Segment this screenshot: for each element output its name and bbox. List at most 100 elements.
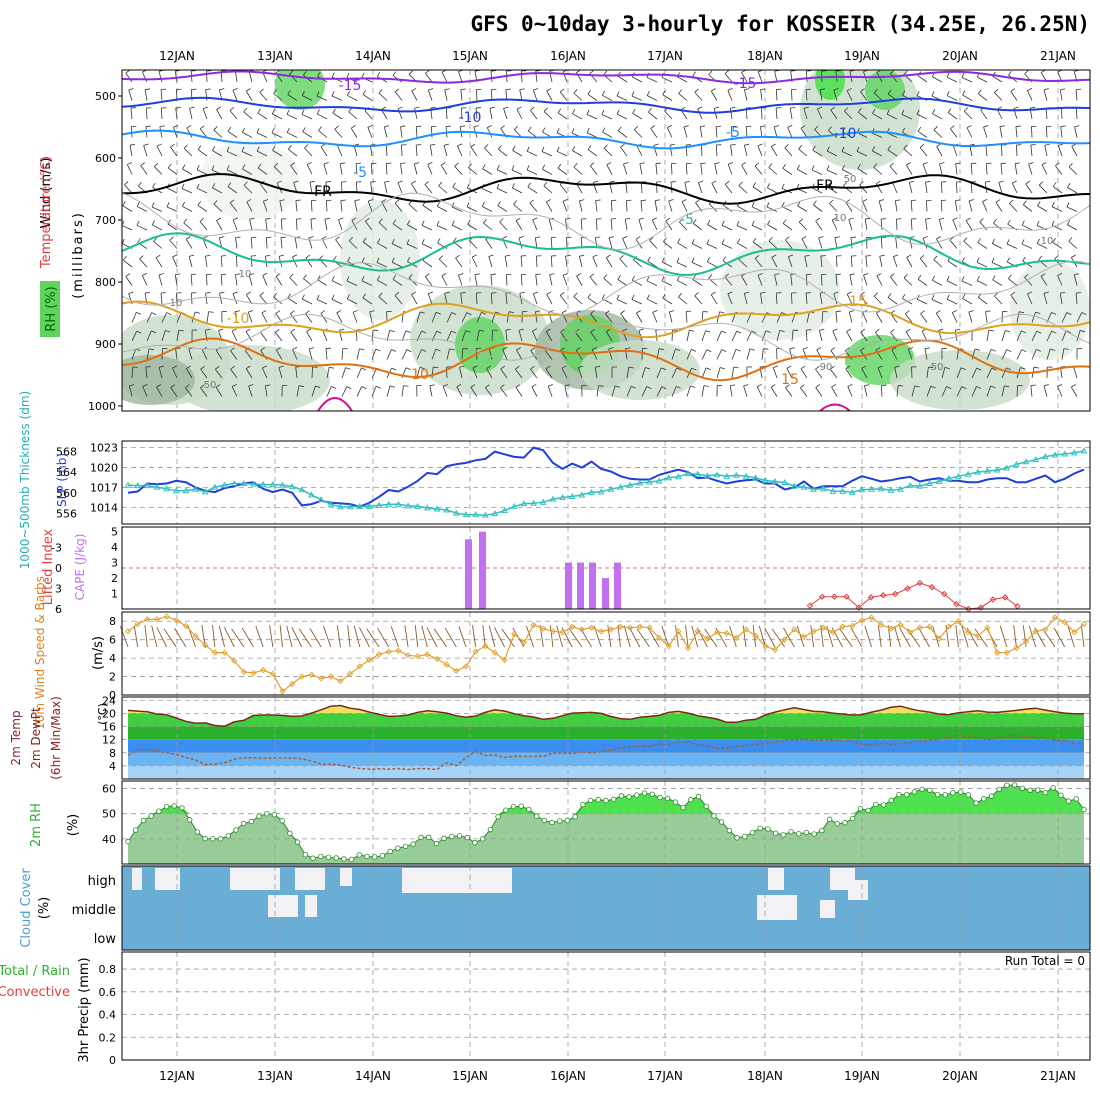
wind-barb <box>947 260 958 268</box>
wind-barb-flag <box>278 365 284 368</box>
wind-barb-flag <box>323 162 329 165</box>
wind-barb-flag <box>246 365 251 369</box>
wind-barb-flag <box>488 254 494 257</box>
wind-barb <box>139 258 148 268</box>
wind-barb <box>701 144 703 157</box>
wind-barb <box>754 258 763 268</box>
wind-speed-point <box>907 629 914 636</box>
wind-barb <box>459 367 463 379</box>
rh-shading <box>122 355 195 405</box>
panel-frame-rh <box>121 780 1091 865</box>
wind-barb <box>241 151 253 157</box>
date-label-top: 13JAN <box>257 49 293 63</box>
wind-barb <box>820 256 823 268</box>
wind-barb-flag <box>925 181 931 183</box>
thickness-point <box>201 488 209 495</box>
wind-barb-flag <box>575 347 581 351</box>
wind-barb-flag <box>908 347 914 350</box>
wind-barb <box>872 150 883 157</box>
thickness-point <box>1051 451 1059 458</box>
thickness-point <box>317 496 325 503</box>
wind-barb <box>422 260 433 268</box>
wind-barb-flag <box>460 88 466 90</box>
wind-barb <box>232 90 238 101</box>
rh-unit-label: (%) <box>66 814 81 837</box>
thickness-point <box>230 480 238 487</box>
wind-barb-flag <box>1051 202 1055 207</box>
wind-barb-flag <box>848 217 854 220</box>
wind-barb-flag <box>700 125 706 128</box>
wind-barb <box>774 71 778 83</box>
wind-barb-flag <box>947 108 952 113</box>
wind-barb-flag <box>905 310 910 315</box>
wind-barb-flag <box>376 275 381 281</box>
wind-barb-flag <box>156 143 162 147</box>
wind-barb-flag <box>530 106 535 111</box>
wind-barb-flag <box>668 199 674 202</box>
wind-barb-flag <box>241 127 246 133</box>
wind-barb-flag <box>324 217 330 220</box>
wind-speed-point <box>964 629 972 636</box>
wind-barb <box>474 274 478 286</box>
wind-barb <box>773 126 778 138</box>
wind-barb-flag <box>744 143 750 146</box>
contour-label: FR <box>816 178 834 194</box>
wind-barb <box>294 237 298 249</box>
wind-barb <box>326 386 332 397</box>
wind-barb <box>152 224 163 231</box>
thickness-point <box>761 476 769 483</box>
wind-barb <box>1000 163 1003 175</box>
wind-barb <box>235 71 238 83</box>
wind-barb-10m <box>918 627 930 648</box>
wind-barb <box>482 206 493 212</box>
wind-barb <box>543 185 553 194</box>
rh-point <box>587 797 594 804</box>
wind-barb <box>1031 311 1036 323</box>
wind-barb <box>1031 330 1038 342</box>
wind-barb <box>578 367 583 379</box>
wind-barb-10m <box>771 628 786 648</box>
wind-barb-flag <box>966 125 972 129</box>
wind-barb-10m <box>404 625 409 648</box>
wind-barb-flag <box>438 255 443 260</box>
dewpoint-line <box>127 734 1085 771</box>
wind-barb-flag <box>339 328 345 331</box>
wind-barb <box>153 241 163 249</box>
wind-speed-point <box>704 635 711 642</box>
wind-barb <box>1010 294 1018 305</box>
wind-barb <box>341 386 348 397</box>
rh-point <box>734 835 740 841</box>
cloud-clear <box>305 895 317 917</box>
wind-barb-flag <box>289 70 294 75</box>
wind-barb-flag <box>205 292 211 294</box>
wind-barb-flag <box>1028 162 1034 165</box>
rh-point <box>1058 792 1064 799</box>
wind-barb <box>828 130 838 138</box>
wind-barb-flag <box>273 292 278 298</box>
wind-barb-flag <box>367 125 373 128</box>
wind-barb-flag <box>406 349 412 353</box>
wind-barb-flag <box>790 106 796 109</box>
wind-barb-flag <box>331 294 335 300</box>
wind-barb <box>347 94 358 101</box>
wind-barb-flag <box>474 273 480 276</box>
wind-barb <box>622 238 628 249</box>
wind-barb <box>160 107 163 120</box>
wind-barb-flag <box>1060 291 1066 294</box>
wind-barb-flag <box>451 330 457 334</box>
wind-barb-flag <box>305 310 310 315</box>
cloud-clear <box>848 880 868 900</box>
wind-barb <box>451 206 463 212</box>
isotherm-minus10 <box>122 96 1090 114</box>
wind-barb <box>243 185 253 194</box>
wind-barb-flag <box>920 310 925 314</box>
wind-barb-flag <box>200 384 205 388</box>
wind-barb <box>993 222 1003 231</box>
wind-speed-point <box>1032 628 1039 635</box>
wind-barb-flag <box>571 128 575 134</box>
wind-barb <box>805 293 808 305</box>
wind-barb-flag <box>458 273 464 276</box>
thickness-point <box>192 485 199 492</box>
wind-barb-flag <box>466 183 470 189</box>
wind-barb <box>638 219 643 231</box>
